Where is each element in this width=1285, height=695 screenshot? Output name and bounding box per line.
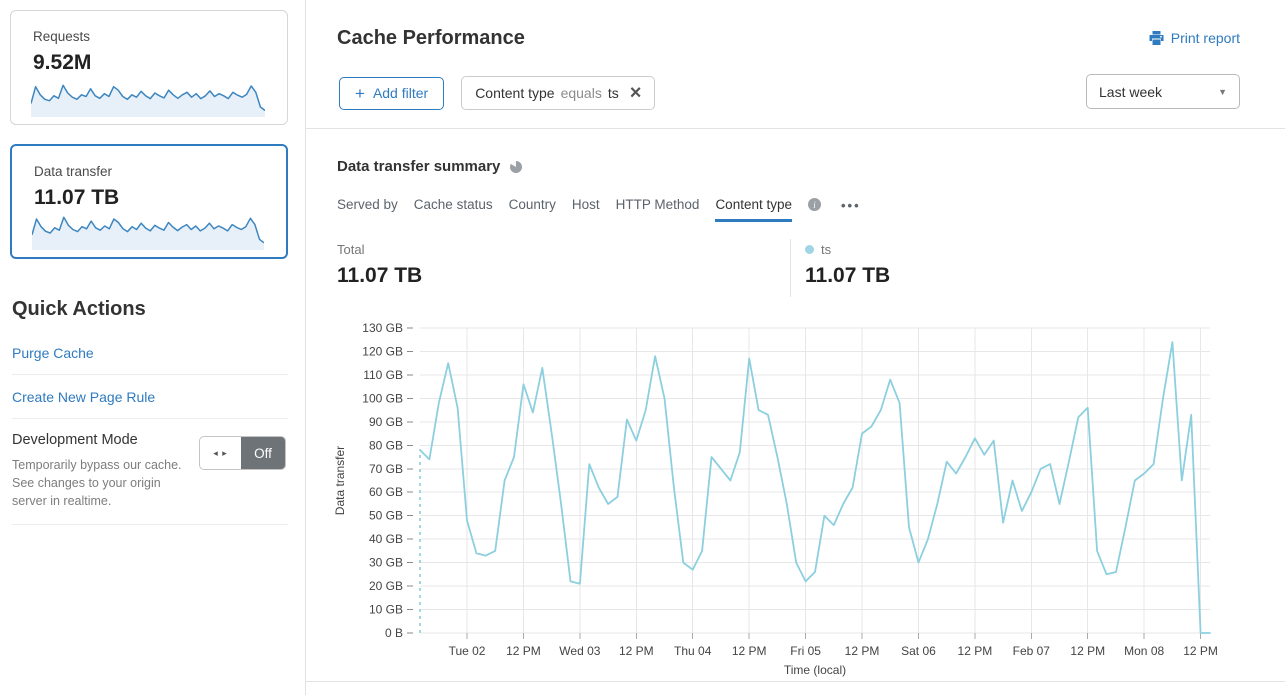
toggle-arrows-icon: ◂ ▸	[213, 447, 228, 458]
svg-text:12 PM: 12 PM	[845, 644, 880, 658]
tab-cache-status[interactable]: Cache status	[413, 197, 493, 212]
svg-text:110 GB: 110 GB	[363, 368, 403, 382]
history-icon	[510, 160, 523, 173]
development-mode-section: Development Mode Temporarily bypass our …	[12, 419, 288, 524]
svg-text:120 GB: 120 GB	[362, 344, 403, 358]
svg-text:Mon 08: Mon 08	[1124, 644, 1164, 658]
legend-series-value: 11.07 TB	[805, 264, 891, 287]
add-filter-button[interactable]: + Add filter	[339, 76, 445, 110]
remove-filter-icon[interactable]: ×	[629, 82, 642, 104]
tab-host[interactable]: Host	[571, 197, 600, 212]
svg-text:80 GB: 80 GB	[369, 438, 403, 452]
page-title: Cache Performance	[337, 27, 525, 49]
requests-sparkline	[31, 84, 265, 117]
filter-row: + Add filter Content type equals ts ×	[339, 76, 656, 110]
quick-actions-title: Quick Actions	[12, 298, 146, 320]
quick-action-links: Purge Cache Create New Page Rule	[12, 331, 288, 419]
tab-content-type[interactable]: Content type	[715, 197, 792, 222]
svg-text:100 GB: 100 GB	[362, 391, 403, 405]
svg-text:130 GB: 130 GB	[362, 321, 403, 335]
svg-text:12 PM: 12 PM	[506, 644, 541, 658]
add-filter-label: Add filter	[372, 85, 429, 101]
total-label: Total	[337, 242, 365, 257]
svg-text:Wed 03: Wed 03	[559, 644, 600, 658]
tab-http-method[interactable]: HTTP Method	[615, 197, 700, 212]
requests-card-label: Requests	[33, 29, 91, 44]
quick-actions-section: Quick Actions Purge Cache Create New Page…	[12, 298, 288, 526]
requests-card-value: 9.52M	[33, 51, 92, 74]
svg-text:Data transfer: Data transfer	[333, 446, 347, 515]
svg-text:Sat 06: Sat 06	[901, 644, 936, 658]
summary-title-row: Data transfer summary	[337, 158, 523, 175]
svg-text:Time (local): Time (local)	[784, 663, 846, 677]
quick-action-create-new-page-rule[interactable]: Create New Page Rule	[12, 389, 156, 405]
filter-chip-value: ts	[607, 85, 619, 101]
filter-chip-field: Content type	[475, 85, 555, 101]
chevron-down-icon: ▼	[1218, 86, 1227, 97]
time-range-select[interactable]: Last week ▼	[1086, 74, 1240, 109]
tab-country[interactable]: Country	[508, 197, 556, 212]
svg-text:70 GB: 70 GB	[369, 462, 403, 476]
svg-text:12 PM: 12 PM	[619, 644, 654, 658]
svg-text:10 GB: 10 GB	[369, 603, 403, 617]
summary-title: Data transfer summary	[337, 158, 501, 175]
series-dot-icon	[805, 245, 814, 254]
svg-text:Fri 05: Fri 05	[790, 644, 821, 658]
data-transfer-card-label: Data transfer	[34, 164, 113, 179]
tab-served-by[interactable]: Served by	[337, 197, 398, 212]
info-icon[interactable]: i	[808, 198, 821, 211]
svg-text:12 PM: 12 PM	[732, 644, 767, 658]
svg-text:12 PM: 12 PM	[1070, 644, 1105, 658]
divider	[12, 374, 288, 375]
svg-text:Tue 02: Tue 02	[449, 644, 486, 658]
filter-chip-operator: equals	[560, 85, 602, 101]
svg-text:12 PM: 12 PM	[958, 644, 993, 658]
svg-text:50 GB: 50 GB	[369, 509, 403, 523]
quick-action-purge-cache[interactable]: Purge Cache	[12, 345, 94, 361]
time-range-value: Last week	[1099, 83, 1163, 100]
data-transfer-sparkline	[32, 216, 264, 250]
development-mode-label: Development Mode	[12, 432, 138, 448]
data-transfer-chart[interactable]: 0 B 10 GB 20 GB 30 GB 40 GB 50 GB 60 GB 70 GB 80…	[330, 318, 1240, 682]
sidebar: Requests 9.52M Data transfer 11.07 TB Qu…	[0, 0, 306, 695]
data-transfer-metric-card[interactable]: Data transfer 11.07 TB	[10, 144, 288, 259]
legend-entry-ts[interactable]: ts	[805, 242, 890, 257]
svg-text:90 GB: 90 GB	[369, 415, 403, 429]
main-content: Cache Performance Print report + Add fil…	[306, 0, 1285, 695]
svg-text:Thu 04: Thu 04	[674, 644, 712, 658]
svg-text:Feb 07: Feb 07	[1013, 644, 1051, 658]
requests-metric-card[interactable]: Requests 9.52M	[10, 10, 288, 125]
summary-tabs: Served by Cache status Country Host HTTP Met…	[337, 197, 861, 222]
toggle-off-state: Off	[241, 437, 285, 469]
development-mode-toggle[interactable]: ◂ ▸ Off	[199, 436, 286, 470]
divider	[12, 418, 288, 419]
svg-text:30 GB: 30 GB	[369, 556, 403, 570]
total-block: Total 11.07 TB	[337, 242, 422, 288]
svg-text:0 B: 0 B	[385, 626, 403, 640]
filter-chip-content-type[interactable]: Content type equals ts ×	[461, 76, 656, 110]
more-tabs-icon[interactable]: •••	[841, 198, 861, 213]
stats-divider	[790, 239, 791, 297]
plus-icon: +	[355, 83, 365, 103]
total-value: 11.07 TB	[337, 264, 423, 287]
bottom-divider	[306, 681, 1285, 682]
legend-series-name: ts	[821, 242, 832, 257]
development-mode-description: Temporarily bypass our cache. See change…	[12, 458, 182, 509]
data-transfer-card-value: 11.07 TB	[34, 186, 120, 209]
svg-text:20 GB: 20 GB	[369, 579, 403, 593]
svg-text:40 GB: 40 GB	[369, 532, 403, 546]
print-report-link[interactable]: Print report	[1149, 30, 1240, 46]
svg-text:60 GB: 60 GB	[369, 485, 403, 499]
legend-block: ts 11.07 TB	[805, 242, 890, 288]
header-divider	[306, 128, 1285, 129]
print-report-label: Print report	[1170, 30, 1240, 46]
printer-icon	[1149, 31, 1164, 45]
divider	[12, 524, 288, 526]
svg-text:12 PM: 12 PM	[1183, 644, 1218, 658]
